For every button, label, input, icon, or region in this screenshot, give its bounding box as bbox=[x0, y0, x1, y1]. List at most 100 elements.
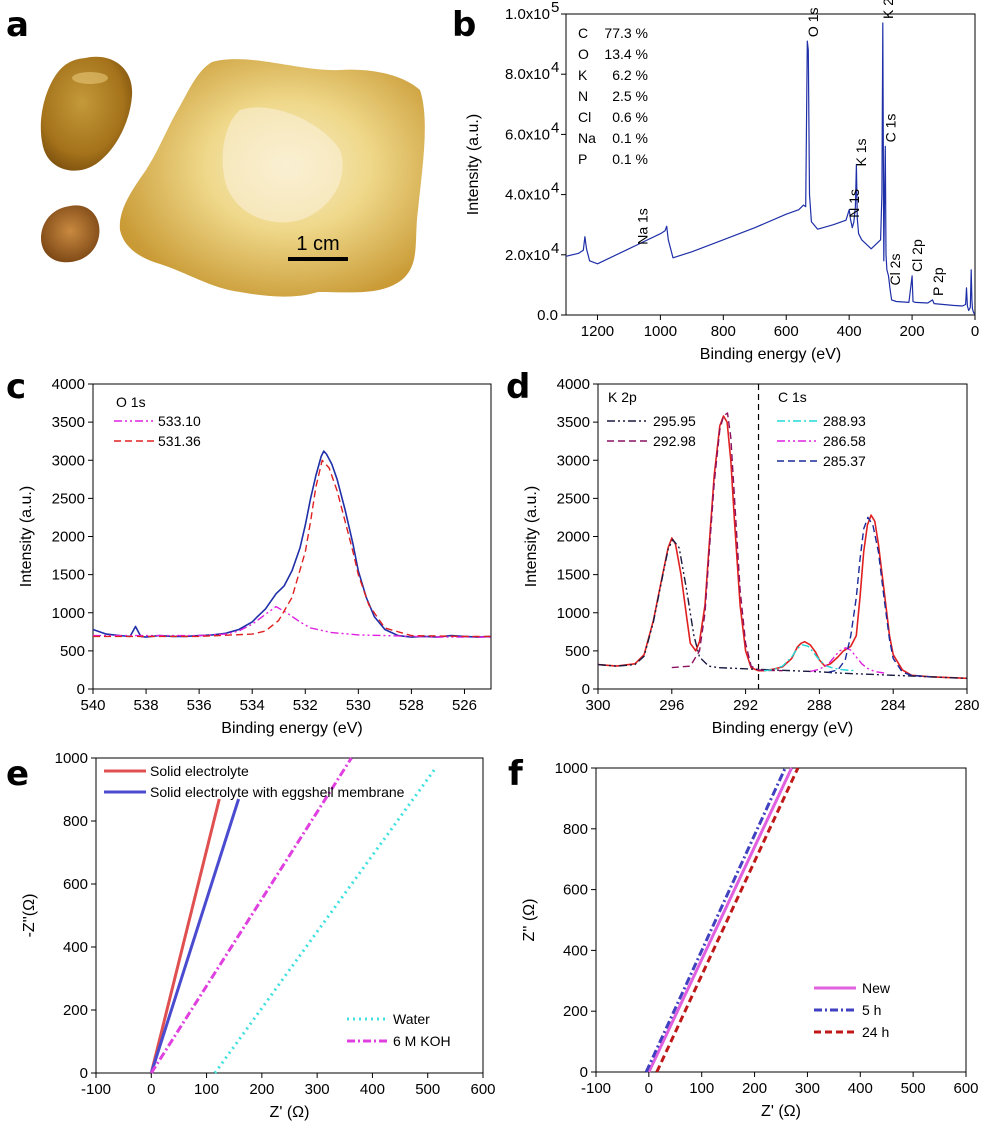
x-tick-label: 540 bbox=[80, 697, 105, 714]
panel-label-e: e bbox=[6, 754, 29, 794]
series-line bbox=[655, 767, 800, 1073]
panel-label-f: f bbox=[508, 754, 524, 794]
x-tick-label: 400 bbox=[837, 323, 862, 340]
composition-element: Cl bbox=[578, 109, 591, 125]
series-295.95 bbox=[597, 538, 968, 679]
x-tick-label: 100 bbox=[194, 1081, 219, 1098]
plot-frame bbox=[595, 767, 967, 1073]
x-tick-label: 534 bbox=[240, 697, 265, 714]
x-tick-label: 284 bbox=[881, 697, 906, 714]
x-tick-label: 530 bbox=[346, 697, 371, 714]
x-tick-label: 500 bbox=[901, 1080, 926, 1097]
x-tick-label: 800 bbox=[711, 323, 736, 340]
y-axis-label: Intensity (a.u.) bbox=[18, 486, 35, 587]
x-tick-label: 1000 bbox=[644, 323, 677, 340]
scale-bar-label: 1 cm bbox=[296, 233, 339, 255]
legend-label: 292.98 bbox=[653, 433, 696, 449]
y-tick-label: 2500 bbox=[52, 490, 85, 507]
legend-label: 531.36 bbox=[158, 433, 201, 449]
x-axis-label: Binding energy (eV) bbox=[221, 720, 362, 737]
survey-spectrum-line bbox=[565, 22, 976, 315]
y-tick-label: 3000 bbox=[52, 452, 85, 469]
x-tick-label: 536 bbox=[187, 697, 212, 714]
peak-label: Cl 2p bbox=[909, 239, 925, 272]
y-tick-label: 3000 bbox=[557, 452, 590, 469]
plot-frame bbox=[95, 757, 484, 1074]
y-tick-label: 8.0x10 bbox=[505, 66, 550, 83]
legend-label: Solid electrolyte bbox=[150, 763, 249, 779]
peak-label: O 1s bbox=[805, 7, 821, 37]
y-tick-label: 500 bbox=[60, 643, 85, 660]
x-tick-label: 1200 bbox=[581, 323, 614, 340]
y-tick-exponent: 4 bbox=[551, 59, 559, 76]
x-tick-label: 200 bbox=[249, 1081, 274, 1098]
composition-value: 2.5 % bbox=[612, 88, 648, 104]
y-tick-label: 4000 bbox=[52, 376, 85, 393]
x-tick-label: 528 bbox=[399, 697, 424, 714]
y-tick-label: 1.0x10 bbox=[505, 6, 550, 23]
y-tick-label: 400 bbox=[63, 939, 88, 956]
y-tick-label: 0 bbox=[580, 1064, 588, 1081]
y-tick-label: 800 bbox=[563, 821, 588, 838]
series-raw bbox=[92, 450, 492, 638]
legend-label: 285.37 bbox=[823, 453, 866, 469]
y-tick-label: 0 bbox=[77, 681, 85, 698]
y-tick-label: 400 bbox=[563, 942, 588, 959]
y-tick-label: 200 bbox=[63, 1002, 88, 1019]
y-tick-label: 1000 bbox=[555, 760, 588, 777]
x-tick-label: 600 bbox=[470, 1081, 495, 1098]
legend-label: New bbox=[862, 980, 891, 996]
seed-piece bbox=[40, 205, 100, 263]
x-tick-label: 280 bbox=[954, 697, 979, 714]
chart-e-nyquist: -100 0 100 200 300 400 500 60002004006008001000… bbox=[21, 750, 496, 1121]
y-tick-label: 3500 bbox=[52, 414, 85, 431]
y-axis-label: Intensity (a.u.) bbox=[523, 486, 540, 587]
plot-frame bbox=[597, 383, 968, 690]
composition-element: P bbox=[578, 151, 587, 167]
x-tick-label: -100 bbox=[81, 1081, 111, 1098]
panel-a-photo: 1 cm bbox=[40, 56, 425, 297]
sheet-shading bbox=[222, 107, 343, 223]
y-tick-label: 1500 bbox=[557, 567, 590, 584]
x-tick-label: 0 bbox=[971, 323, 979, 340]
chart-f-nyquist-aging: -100 0 100 200 300 400 500 60002004006008001000… bbox=[521, 760, 979, 1120]
x-tick-label: 400 bbox=[848, 1080, 873, 1097]
x-tick-label: 292 bbox=[733, 697, 758, 714]
y-tick-label: 500 bbox=[565, 643, 590, 660]
y-tick-label: 2.0x10 bbox=[505, 247, 550, 264]
composition-value: 0.6 % bbox=[612, 109, 648, 125]
chart-d-k2p-c1s: 300 296 292 288 284 280 0 500 1000 1500 2000 2500 30… bbox=[523, 376, 980, 737]
y-tick-label: 1500 bbox=[52, 567, 85, 584]
y-tick-exponent: 4 bbox=[551, 119, 559, 136]
peak-label: N 1s bbox=[846, 189, 862, 218]
composition-element: O bbox=[578, 46, 589, 62]
y-tick-label: 3500 bbox=[557, 414, 590, 431]
x-tick-label: 538 bbox=[134, 697, 159, 714]
composition-element: N bbox=[578, 88, 588, 104]
peak-label: C 1s bbox=[882, 114, 898, 143]
y-tick-label: 2000 bbox=[557, 529, 590, 546]
legend-label: 533.10 bbox=[158, 413, 201, 429]
series-285.37 bbox=[828, 516, 931, 678]
x-tick-label: 200 bbox=[900, 323, 925, 340]
x-tick-label: 500 bbox=[415, 1081, 440, 1098]
composition-value: 6.2 % bbox=[612, 67, 648, 83]
x-tick-label: 0 bbox=[645, 1080, 653, 1097]
y-tick-label: 0 bbox=[80, 1065, 88, 1082]
x-tick-label: 526 bbox=[452, 697, 477, 714]
legend-title: O 1s bbox=[116, 394, 146, 410]
composition-value: 0.1 % bbox=[612, 130, 648, 146]
y-tick-label: 4.0x10 bbox=[505, 187, 550, 204]
x-tick-label: 296 bbox=[659, 697, 684, 714]
peak-label: Na 1s bbox=[635, 208, 651, 245]
series-raw bbox=[597, 415, 968, 680]
y-tick-label: 1000 bbox=[557, 605, 590, 622]
chart-b-xps-survey: 1200 1000 800 600 400 200 00.02.0x10 44.0x10 46.… bbox=[465, 0, 979, 363]
y-tick-label: 1000 bbox=[52, 605, 85, 622]
series-line bbox=[150, 757, 353, 1074]
y-tick-exponent: 4 bbox=[551, 180, 559, 197]
panel-label-c: c bbox=[6, 367, 26, 407]
series-286.58 bbox=[810, 647, 885, 674]
panel-label-b: b bbox=[452, 5, 476, 45]
y-tick-label: 6.0x10 bbox=[505, 126, 550, 143]
